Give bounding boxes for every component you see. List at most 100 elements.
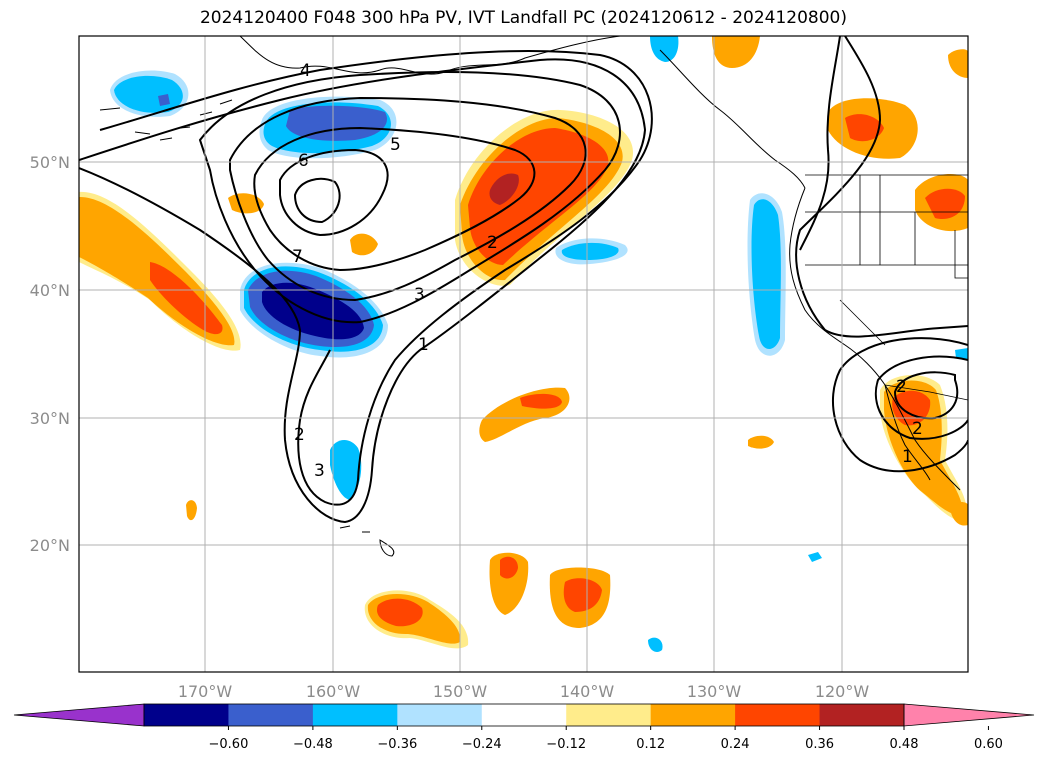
lat-label: 30°N <box>30 409 70 428</box>
contour-label: 6 <box>298 151 309 171</box>
positive-anomaly-region <box>845 114 884 142</box>
negative-anomaly-region <box>808 552 822 562</box>
colorbar-tick-label: −0.48 <box>293 737 333 752</box>
positive-anomaly-region <box>150 262 223 335</box>
latitude-labels: 50°N 40°N 30°N 20°N <box>30 153 70 555</box>
positive-anomaly-region <box>500 556 518 579</box>
contour-label: 1 <box>418 335 429 355</box>
plot-title: 2024120400 F048 300 hPa PV, IVT Landfall… <box>199 8 847 28</box>
positive-anomaly-region <box>186 500 197 521</box>
pv-contours <box>79 36 968 524</box>
lon-label: 140°W <box>560 682 615 701</box>
contour-label: 4 <box>300 61 311 81</box>
map-content: 4 5 6 7 2 3 1 2 3 2 1 2 <box>79 36 968 672</box>
shaded-field <box>79 36 968 652</box>
contour-label: 2 <box>896 377 907 397</box>
contour-east-1 <box>795 36 968 338</box>
negative-anomaly-region <box>751 199 781 349</box>
positive-anomaly-region <box>376 598 423 627</box>
colorbar-segment <box>397 704 483 726</box>
contour-east-4 <box>893 371 959 420</box>
contour-label: 1 <box>902 447 913 467</box>
positive-anomaly-region <box>712 36 760 68</box>
negative-anomaly-region <box>561 242 619 260</box>
colorbar-tick-label: 0.24 <box>721 737 750 752</box>
lon-label: 150°W <box>433 682 488 701</box>
colorbar-tick-label: 0.48 <box>890 737 919 752</box>
colorbar-tick-label: 0.12 <box>636 737 665 752</box>
colorbar-outline <box>143 703 905 727</box>
negative-anomaly-region <box>648 637 663 652</box>
positive-anomaly-region <box>748 435 774 449</box>
colorbar-segment <box>312 704 398 726</box>
colorbar-segment <box>144 704 229 726</box>
contour-3 <box>198 71 621 324</box>
map-frame <box>78 35 969 673</box>
contour-labels: 4 5 6 7 2 3 1 2 3 2 1 2 <box>292 61 923 481</box>
colorbar-tick-label: 0.60 <box>974 737 1003 752</box>
contour-label: 2 <box>294 425 305 445</box>
contour-east-2 <box>832 337 968 473</box>
positive-anomaly-region <box>563 578 602 612</box>
political-borders <box>805 174 968 401</box>
aleutian-islands <box>99 99 233 141</box>
negative-anomaly-region <box>650 36 679 62</box>
positive-anomaly-region <box>520 393 562 409</box>
colorbar-tick-label: −0.60 <box>209 737 249 752</box>
contour-label: 2 <box>487 233 498 253</box>
colorbar: −0.60 −0.48 −0.36 −0.24 −0.12 0.12 0.24 0.36 0.4… <box>13 703 1035 752</box>
contour-label: 3 <box>314 461 325 481</box>
positive-anomaly-region <box>489 173 519 205</box>
negative-anomaly-region <box>262 282 364 340</box>
colorbar-segment <box>566 704 652 726</box>
hawaii-islands <box>339 525 395 557</box>
colorbar-tick-label: −0.36 <box>377 737 417 752</box>
baja-peninsula <box>884 384 931 481</box>
canada-coastline <box>659 49 806 189</box>
lon-label: 130°W <box>687 682 742 701</box>
longitude-labels: 170°W 160°W 150°W 140°W 130°W 120°W <box>178 682 870 701</box>
lon-label: 160°W <box>306 682 361 701</box>
contour-label: 5 <box>390 135 401 155</box>
lat-label: 50°N <box>30 153 70 172</box>
negative-anomaly-region <box>955 348 968 360</box>
contour-east-3 <box>874 355 968 440</box>
positive-anomaly-region <box>950 501 968 526</box>
positive-anomaly-region <box>489 552 529 615</box>
contour-label: 3 <box>414 285 425 305</box>
lat-label: 20°N <box>30 536 70 555</box>
contour-label: 7 <box>292 247 303 267</box>
colorbar-segment <box>650 704 736 726</box>
positive-anomaly-region <box>350 233 378 256</box>
colorbar-segment <box>481 704 567 726</box>
contour-7 <box>293 177 341 224</box>
positive-anomaly-region <box>925 188 965 220</box>
gridlines <box>79 36 968 672</box>
colorbar-tick-label: 0.36 <box>805 737 834 752</box>
colorbar-segment <box>735 704 821 726</box>
contour-6 <box>279 148 389 237</box>
colorbar-tick-label: −0.24 <box>462 737 502 752</box>
negative-anomaly-region <box>158 94 170 106</box>
state-borders <box>805 175 968 346</box>
negative-anomaly-region <box>286 105 387 141</box>
contour-east-5 <box>799 36 841 251</box>
colorbar-tick-label: −0.12 <box>546 737 586 752</box>
us-west-coastline <box>789 187 961 491</box>
contour-4 <box>229 96 587 302</box>
lon-label: 170°W <box>178 682 233 701</box>
contour-1 <box>79 58 647 524</box>
lon-label: 120°W <box>815 682 870 701</box>
lat-label: 40°N <box>30 281 70 300</box>
contour-label: 2 <box>912 419 923 439</box>
colorbar-segment <box>819 704 905 726</box>
us-mexico-border <box>884 384 968 401</box>
negative-anomaly-region <box>330 439 362 500</box>
contour-2 <box>99 49 653 506</box>
colorbar-extend-low <box>13 703 145 727</box>
contour-5 <box>253 126 536 272</box>
colorbar-extend-high <box>903 703 1035 727</box>
coastlines <box>99 36 961 557</box>
positive-anomaly-region <box>948 49 968 78</box>
